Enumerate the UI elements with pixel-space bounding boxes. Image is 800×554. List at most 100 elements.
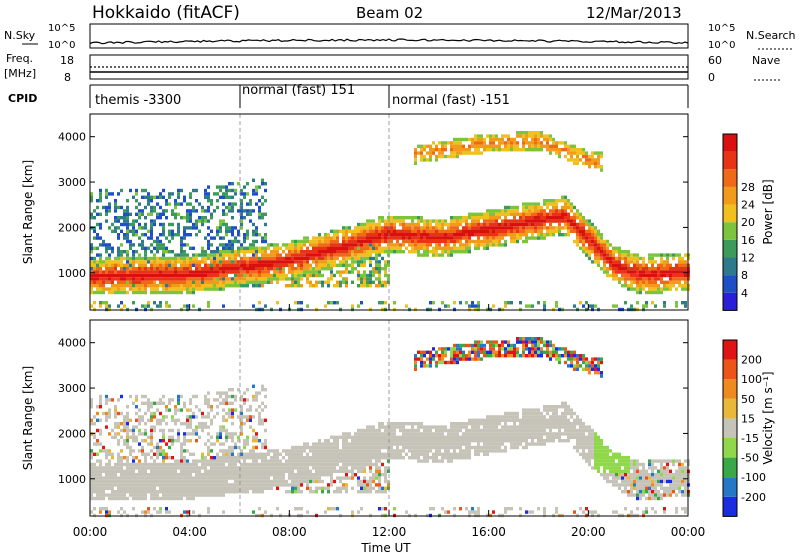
velocity-cell xyxy=(312,462,315,467)
power-cell xyxy=(570,154,573,159)
power-cell xyxy=(384,284,387,288)
velocity-cell xyxy=(150,442,153,446)
power-cell xyxy=(114,290,117,295)
power-cell xyxy=(585,154,588,159)
power-cell xyxy=(378,260,381,264)
velocity-cell xyxy=(354,435,357,439)
power-cell xyxy=(366,233,369,237)
power-cell xyxy=(363,253,366,257)
power-cell xyxy=(468,137,471,142)
power-cell xyxy=(510,229,513,233)
velocity-cell xyxy=(111,428,114,433)
power-cell xyxy=(504,134,507,138)
power-cell xyxy=(306,256,309,261)
power-cell xyxy=(231,239,234,244)
velocity-cell xyxy=(177,466,180,470)
velocity-cell xyxy=(243,476,246,480)
power-cell xyxy=(363,250,366,254)
velocity-cell xyxy=(165,415,168,419)
power-cell xyxy=(444,246,447,250)
velocity-cell xyxy=(192,411,195,416)
power-cell xyxy=(345,284,348,288)
power-cell xyxy=(600,154,603,159)
velocity-cell xyxy=(360,507,363,511)
velocity-cell xyxy=(237,476,240,480)
power-cell xyxy=(225,267,228,271)
velocity-cell xyxy=(138,422,141,426)
power-cell xyxy=(186,304,189,308)
power-cell xyxy=(171,290,174,295)
power-cell xyxy=(237,239,240,244)
power-cell xyxy=(453,233,456,237)
velocity-cell xyxy=(186,459,189,463)
velocity-cell xyxy=(177,493,180,497)
power-cell xyxy=(642,277,645,281)
velocity-cell xyxy=(207,411,210,416)
velocity-cell xyxy=(309,445,312,450)
power-cell xyxy=(636,273,639,278)
velocity-cell xyxy=(330,449,333,453)
power-cell xyxy=(141,233,144,237)
velocity-cell xyxy=(342,462,345,467)
power-cell xyxy=(573,239,576,244)
velocity-cell xyxy=(174,408,177,412)
power-cell xyxy=(273,277,276,281)
power-cell xyxy=(126,253,129,257)
velocity-cell xyxy=(270,483,273,487)
power-cell xyxy=(372,226,375,230)
power-cell xyxy=(294,253,297,257)
power-cell xyxy=(330,263,333,267)
power-cell xyxy=(234,267,237,271)
power-cell xyxy=(534,226,537,230)
power-cell xyxy=(501,236,504,240)
velocity-cell xyxy=(351,510,354,514)
velocity-cell xyxy=(177,408,180,412)
power-cell xyxy=(204,195,207,199)
power-cell xyxy=(129,263,132,267)
power-cell xyxy=(357,284,360,288)
power-cell xyxy=(438,236,441,240)
power-cell xyxy=(444,154,447,159)
power-cell xyxy=(93,216,96,220)
power-cell xyxy=(510,212,513,216)
power-cell xyxy=(489,209,492,213)
velocity-cell xyxy=(387,483,390,487)
power-cell xyxy=(225,263,228,267)
velocity-cell xyxy=(345,449,348,453)
velocity-cell xyxy=(219,473,222,477)
velocity-cell xyxy=(156,418,159,422)
velocity-cell xyxy=(180,493,183,497)
power-cell xyxy=(150,222,153,227)
velocity-cell xyxy=(372,449,375,453)
velocity-cell xyxy=(270,462,273,467)
power-cell xyxy=(120,229,123,233)
velocity-cell xyxy=(147,507,150,511)
velocity-cell xyxy=(138,473,141,477)
power-cell xyxy=(657,270,660,274)
power-cell xyxy=(426,243,429,247)
power-cell xyxy=(93,246,96,250)
velocity-cell xyxy=(126,435,129,439)
power-cell xyxy=(132,260,135,264)
velocity-cell xyxy=(375,462,378,467)
power-cell xyxy=(99,188,102,193)
power-cell xyxy=(222,280,225,284)
power-cell xyxy=(654,260,657,264)
velocity-cell xyxy=(261,442,264,446)
power-cell xyxy=(372,280,375,284)
power-cell xyxy=(171,256,174,261)
power-cell xyxy=(531,134,534,138)
velocity-cell xyxy=(90,422,93,426)
power-cell xyxy=(570,205,573,210)
power-cell xyxy=(360,273,363,278)
power-cell xyxy=(546,216,549,220)
power-cell xyxy=(105,188,108,193)
power-cell xyxy=(207,287,210,291)
velocity-cell xyxy=(369,456,372,460)
power-cell xyxy=(333,284,336,288)
power-cell xyxy=(354,243,357,247)
power-cell xyxy=(285,273,288,278)
power-cell xyxy=(144,284,147,288)
power-cell xyxy=(261,253,264,257)
power-cell xyxy=(219,253,222,257)
